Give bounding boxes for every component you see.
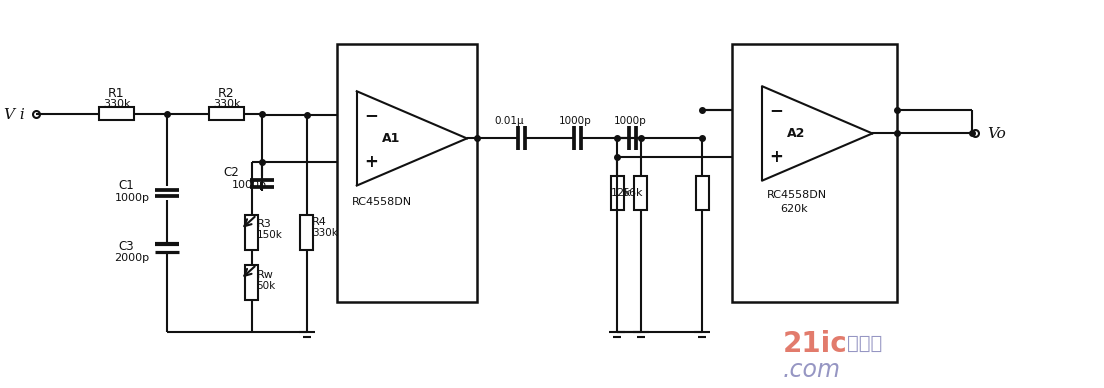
Text: C2: C2 bbox=[224, 166, 240, 179]
Text: 330k: 330k bbox=[311, 228, 338, 238]
Bar bbox=[245, 265, 258, 300]
Text: 50k: 50k bbox=[256, 281, 276, 291]
Text: R1: R1 bbox=[107, 87, 124, 100]
Text: 56k: 56k bbox=[622, 188, 643, 198]
Text: −: − bbox=[364, 106, 378, 124]
Text: 1000p: 1000p bbox=[115, 193, 149, 203]
Text: R3: R3 bbox=[256, 219, 272, 229]
Text: 330k: 330k bbox=[104, 99, 131, 109]
Bar bbox=[696, 176, 709, 210]
Text: R2: R2 bbox=[217, 87, 234, 100]
Text: 620k: 620k bbox=[781, 204, 808, 214]
Text: RC4558DN: RC4558DN bbox=[767, 191, 827, 201]
Text: C1: C1 bbox=[118, 179, 135, 192]
Bar bbox=[337, 44, 477, 302]
Text: 电子网: 电子网 bbox=[848, 334, 882, 353]
Text: +: + bbox=[769, 148, 783, 166]
Text: 1000p: 1000p bbox=[614, 116, 647, 125]
Text: 2000p: 2000p bbox=[115, 253, 150, 263]
Text: 1000p: 1000p bbox=[559, 116, 592, 125]
Text: 21ic: 21ic bbox=[783, 330, 847, 358]
Text: A1: A1 bbox=[382, 132, 400, 146]
Text: R4: R4 bbox=[311, 217, 327, 227]
Bar bbox=[611, 176, 624, 210]
Text: C3: C3 bbox=[118, 240, 135, 253]
Text: A2: A2 bbox=[787, 127, 806, 140]
Bar bbox=[732, 44, 898, 302]
Text: 0.01μ: 0.01μ bbox=[493, 116, 523, 125]
Text: 150k: 150k bbox=[256, 230, 283, 240]
Bar bbox=[209, 107, 244, 120]
Text: RC4558DN: RC4558DN bbox=[352, 197, 412, 208]
Text: 330k: 330k bbox=[214, 99, 241, 109]
Bar bbox=[245, 215, 258, 250]
Text: .com: .com bbox=[783, 358, 840, 382]
Text: Vo: Vo bbox=[987, 127, 1006, 141]
Text: V i: V i bbox=[4, 107, 25, 121]
Text: 12k: 12k bbox=[611, 188, 631, 198]
Bar bbox=[634, 176, 647, 210]
Text: −: − bbox=[769, 101, 783, 119]
Bar bbox=[300, 215, 314, 250]
Bar bbox=[99, 107, 134, 120]
Text: 1000p: 1000p bbox=[232, 180, 267, 190]
Text: +: + bbox=[364, 153, 378, 171]
Text: Rw: Rw bbox=[256, 270, 274, 281]
